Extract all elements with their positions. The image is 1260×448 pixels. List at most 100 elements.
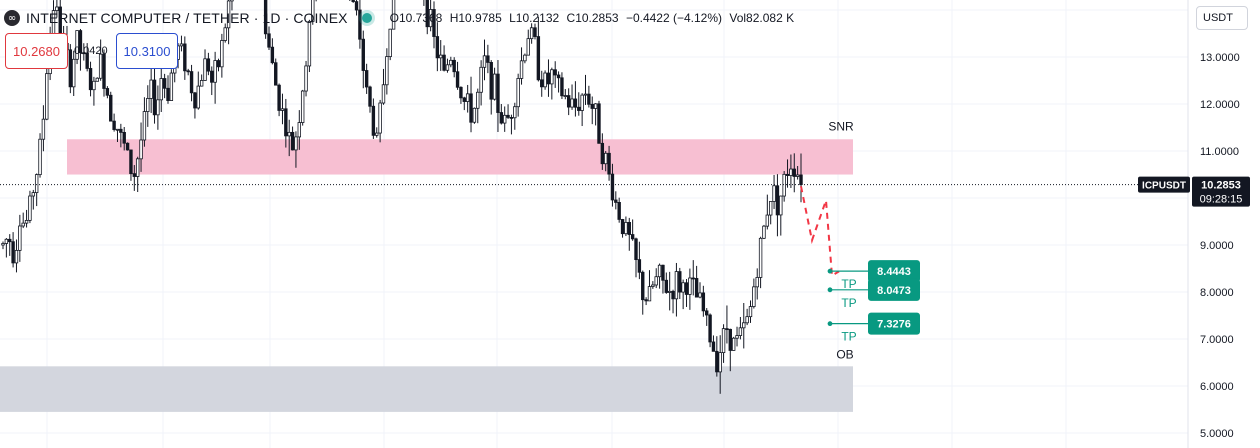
currency-selector[interactable]: USDT (1196, 6, 1248, 30)
candle-body (152, 79, 157, 116)
candle-body (425, 0, 429, 28)
candle-body (664, 279, 669, 293)
candle-body (41, 118, 46, 140)
candle-body (267, 33, 271, 48)
candle-body (307, 20, 312, 67)
low-value: 10.2132 (515, 11, 560, 25)
candle-body (590, 103, 594, 109)
ob-zone-label: OB (836, 347, 853, 361)
candle-body (284, 108, 288, 137)
projection-path (800, 186, 840, 278)
candle-body (573, 98, 578, 108)
volume-label: Vol (729, 11, 747, 25)
infinity-icon: ∞ (4, 10, 20, 26)
spread-value: 0.0420 (74, 45, 108, 57)
candle-body (280, 108, 285, 111)
candle-body (560, 77, 564, 97)
candle-body (641, 271, 645, 301)
candle-body (768, 201, 773, 216)
candle-body (149, 79, 153, 99)
candle-body (526, 38, 530, 56)
buy-button[interactable]: 10.3100 (116, 33, 178, 69)
candle-body (705, 310, 709, 316)
candle-body (287, 131, 291, 137)
open-value: 10.7368 (398, 11, 443, 25)
candle-body (199, 80, 204, 87)
candle-body (748, 306, 753, 318)
candle-body (708, 314, 712, 343)
candle-body (139, 139, 143, 160)
candle-body (263, 0, 268, 35)
candle-body (72, 58, 76, 88)
target-dot (827, 321, 833, 327)
candle-body (469, 93, 473, 123)
candle-body (765, 214, 770, 227)
y-tick-label: 5.0000 (1200, 428, 1234, 440)
snr-zone-label: SNR (828, 119, 854, 133)
candle-body (587, 93, 591, 105)
candle-body (711, 341, 716, 352)
candle-body (34, 174, 39, 194)
candle-body (226, 0, 231, 29)
y-tick-label: 8.0000 (1200, 287, 1234, 299)
candle-body (486, 55, 490, 63)
candle-body (300, 90, 305, 123)
candle-body (782, 173, 786, 197)
candle-body (28, 195, 32, 221)
candle-body (95, 77, 99, 82)
candle-body (566, 95, 571, 108)
candle-body (489, 62, 493, 100)
last-price-value: 10.2853 (1201, 180, 1241, 192)
candle-body (742, 322, 746, 329)
candle-body (604, 152, 608, 165)
candle-body (381, 84, 386, 104)
target-price-badge[interactable] (868, 260, 920, 283)
candle-body (122, 131, 126, 144)
target-label: TP (841, 296, 856, 310)
candle-body (762, 225, 766, 239)
candle-body (98, 53, 103, 79)
high-label: H (449, 11, 459, 25)
sell-button[interactable]: 10.2680 (5, 33, 68, 69)
candle-body (129, 149, 133, 175)
candle-body (385, 56, 389, 86)
target-price-badge[interactable] (868, 278, 920, 301)
candle-body (698, 292, 702, 298)
candle-body (290, 131, 295, 151)
candle-body (375, 132, 379, 136)
ob-zone[interactable] (0, 366, 853, 412)
snr-zone[interactable] (67, 139, 853, 175)
candle-body (162, 78, 167, 89)
target-price-value: 7.3276 (877, 319, 911, 331)
candle-body (610, 173, 615, 201)
candle-body (146, 98, 150, 112)
candle-body (364, 70, 369, 88)
candle-body (4, 238, 9, 244)
candle-body (516, 78, 520, 108)
target-price-badge[interactable] (868, 312, 920, 335)
high-value: 10.9785 (458, 11, 502, 25)
candle-body (550, 69, 554, 85)
symbol-title[interactable]: INTERNET COMPUTER / TETHER · 1D · COINEX (26, 10, 348, 26)
candle-body (671, 290, 675, 300)
symbol-tag (1138, 176, 1190, 193)
candle-body (536, 36, 541, 81)
candle-body (607, 152, 611, 175)
candle-body (24, 219, 29, 224)
price-axis[interactable] (1188, 0, 1260, 448)
y-tick-label: 13.0000 (1200, 52, 1240, 64)
countdown-value: 09:28:15 (1200, 194, 1243, 206)
candle-body (738, 327, 743, 336)
chart-header: ∞ INTERNET COMPUTER / TETHER · 1D · COIN… (4, 8, 798, 28)
candle-body (614, 199, 618, 203)
candle-body (109, 94, 113, 122)
candle-body (577, 106, 581, 111)
candle-body (718, 352, 722, 373)
candle-body (543, 72, 547, 88)
candle-body (21, 222, 25, 227)
candle-body (186, 70, 190, 73)
candle-body (230, 0, 234, 2)
candle-body (206, 58, 211, 72)
candle-body (169, 72, 174, 101)
